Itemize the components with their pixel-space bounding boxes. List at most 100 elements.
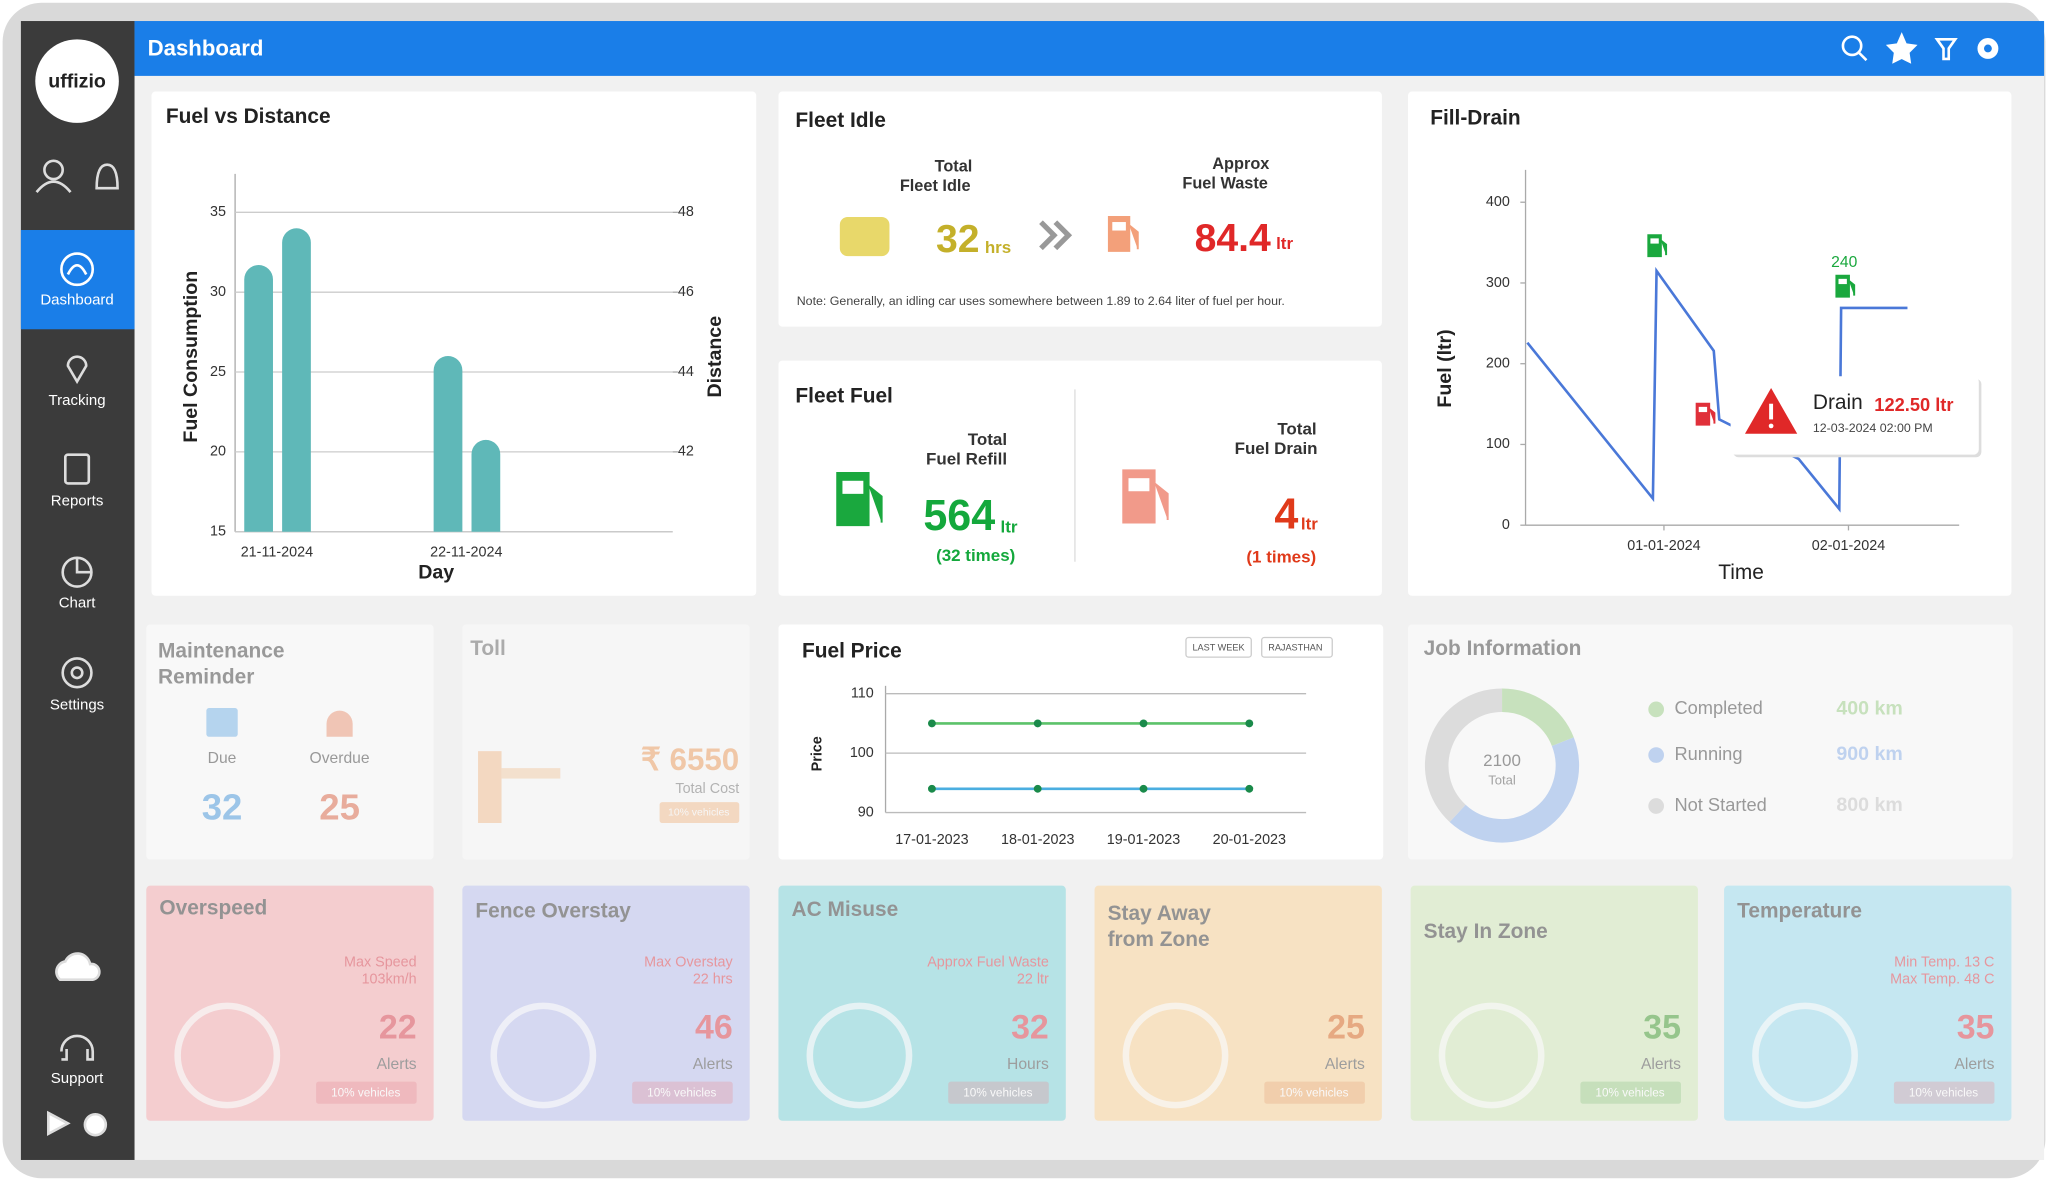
tooltip-time: 12-03-2024 02:00 PM (1813, 421, 1933, 435)
toll-cost: ₹ 6550 (641, 742, 739, 777)
tooltip (1730, 376, 1979, 455)
card-illustration (806, 1002, 913, 1109)
badge-text: 10% vehicles (1595, 1086, 1664, 1099)
alert-unit: Alerts (377, 1056, 417, 1073)
card-detail: Min Temp. 13 C (1894, 955, 1994, 971)
maintenance-card: Maintenance Reminder Due Overdue 32 25 (146, 624, 434, 860)
overdue-value: 25 (319, 787, 360, 828)
nav-item[interactable]: Settings (50, 696, 104, 713)
alert-unit: Alerts (1641, 1056, 1681, 1073)
x-axis-label: Time (1718, 561, 1764, 584)
warning-mark (1769, 403, 1774, 420)
alert-count: 35 (1643, 1008, 1681, 1046)
filter-label: LAST WEEK (1192, 642, 1244, 652)
price-point (1139, 784, 1148, 793)
alert-card[interactable]: Stay In Zone 35 Alerts 10% vehicles (1410, 885, 1698, 1121)
card-detail: Approx Fuel Waste (927, 955, 1049, 971)
card-background (778, 91, 1382, 327)
legend-label: Running (1674, 743, 1742, 764)
header-icons[interactable] (1841, 32, 1999, 64)
filter-select[interactable] (1261, 636, 1333, 658)
y-tick-label: 0 (1502, 517, 1510, 533)
fuel-icon-window (1698, 406, 1708, 413)
sidebar-icons[interactable] (35, 159, 119, 1137)
fuel-price-card: Fuel Price LAST WEEK RAJASTHAN 90 100 110 17-0… (778, 624, 1384, 860)
fuel-icon-window (1112, 222, 1126, 231)
y-tick-label: 110 (851, 685, 874, 701)
y-tick-label: 15 (210, 524, 226, 540)
price-point (928, 784, 936, 793)
arrow-icon (1039, 220, 1073, 251)
card-title: Reminder (158, 666, 254, 689)
card-title: Stay Away (1108, 902, 1212, 925)
calendar-icon (206, 708, 238, 737)
price-point (1245, 719, 1254, 728)
card-title: Toll (470, 637, 506, 660)
fuel-line (1526, 266, 1908, 513)
x-tick-label: 21-11-2024 (241, 544, 313, 560)
alert-count: 35 (1957, 1008, 1995, 1046)
nav-item[interactable]: Reports (51, 493, 104, 510)
truck-icon (839, 216, 890, 257)
y2-tick-label: 48 (678, 204, 694, 220)
note: Note: Generally, an idling car uses some… (797, 294, 1285, 308)
price-point (1245, 784, 1254, 793)
price-point (1033, 784, 1042, 793)
card-title: Fill-Drain (1430, 107, 1520, 130)
legend-value: 900 km (1836, 743, 1902, 765)
filter-select[interactable] (1185, 636, 1252, 658)
card-background (1094, 885, 1382, 1121)
toll-card: Toll ₹ 6550 Total Cost 10% vehicles (462, 624, 750, 860)
card-illustration (174, 1002, 281, 1109)
card-title: Maintenance (158, 639, 284, 662)
y-tick-label: 30 (210, 284, 226, 300)
card-title: Temperature (1737, 899, 1862, 922)
card-illustration (1122, 1002, 1229, 1109)
alert-count: 32 (1011, 1008, 1049, 1046)
drain-unit: ltr (1301, 515, 1318, 534)
fuel-icon-window (1838, 278, 1847, 285)
alert-unit: Hours (1007, 1056, 1049, 1073)
label: Fuel Drain (1235, 439, 1318, 458)
card-background (1410, 885, 1698, 1121)
filter-label: RAJASTHAN (1268, 642, 1322, 652)
badge (632, 1081, 733, 1104)
badge (1264, 1081, 1365, 1104)
drain-count: (1 times) (1246, 547, 1316, 566)
label: Fuel Waste (1182, 175, 1268, 193)
nav-item[interactable]: Tracking (49, 392, 106, 409)
label: Total (935, 158, 973, 176)
donut-segment (1501, 688, 1574, 747)
nav-item[interactable]: Dashboard (40, 292, 113, 309)
drain-value: 4 (1274, 491, 1298, 539)
card-detail: Max Speed (344, 955, 417, 971)
logo: uffizio (48, 71, 106, 93)
badge (316, 1081, 417, 1104)
toll-cost-label: Total Cost (675, 781, 739, 797)
nav-active[interactable] (20, 230, 135, 330)
label: Total (968, 430, 1007, 449)
bar (433, 356, 463, 532)
fill-drain-card: Fill-Drain 0 100 200 300 400 01-01-2024 02-01-2… (1408, 91, 2012, 596)
card-illustration (490, 1002, 597, 1109)
legend-label: Completed (1674, 697, 1762, 718)
card-background (778, 885, 1066, 1121)
fuel-icon-window (1128, 478, 1150, 492)
price-point (1139, 719, 1148, 728)
logo-badge (35, 39, 119, 123)
nav-item[interactable]: Chart (59, 595, 97, 612)
alert-count: 46 (695, 1008, 733, 1046)
alert-unit: Alerts (1325, 1056, 1365, 1073)
nav-support[interactable]: Support (51, 1070, 104, 1087)
bar (244, 265, 273, 532)
card-title: Overspeed (159, 897, 267, 920)
donut-segment (1425, 688, 1503, 823)
alert-card[interactable]: Stay Away from Zone 25 Alerts 10% vehicles (1094, 885, 1382, 1121)
card-illustration (1438, 1002, 1545, 1109)
legend-dot (1648, 747, 1664, 763)
